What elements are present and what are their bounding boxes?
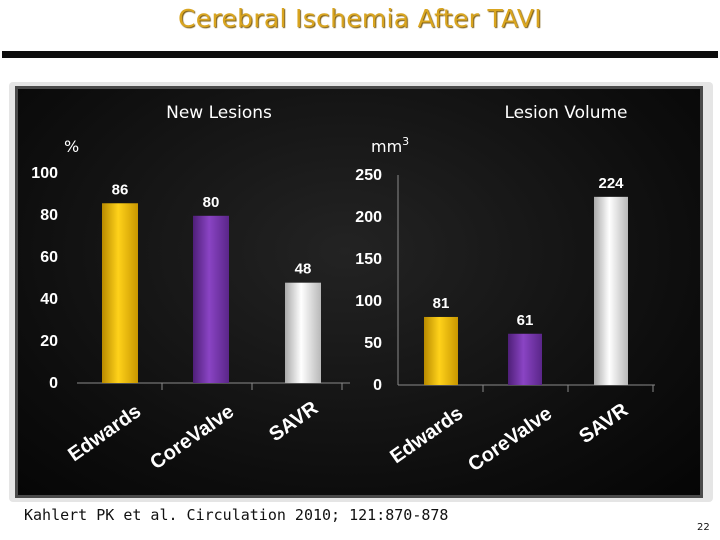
- title-divider: [2, 51, 718, 58]
- bar-value-label: 80: [203, 194, 220, 211]
- y-tick-label: 0: [49, 375, 58, 392]
- bar-edwards: [424, 316, 458, 385]
- y-tick-label: 50: [364, 335, 382, 352]
- bar-value-label: 81: [433, 295, 450, 312]
- footer-citation: Kahlert PK et al. Circulation 2010; 121:…: [24, 506, 449, 524]
- unit-label-percent: %: [64, 137, 79, 156]
- chart-lesion-volume: Lesion Volume mm3 250 200 150 100 50 0 8…: [355, 103, 655, 476]
- unit-base: mm: [371, 137, 402, 156]
- y-tick-label: 100: [355, 293, 382, 310]
- chart-title-new-lesions: New Lesions: [166, 103, 272, 123]
- y-tick-label: 200: [355, 209, 382, 226]
- bar-value-label: 86: [112, 181, 129, 198]
- bar-value-label: 224: [598, 175, 624, 192]
- y-tick-label: 80: [40, 207, 58, 224]
- unit-superscript: 3: [402, 135, 409, 148]
- unit-label-mm3: mm3: [371, 135, 409, 156]
- y-tick-label: 60: [40, 249, 58, 266]
- y-tick-label: 20: [40, 333, 58, 350]
- category-label-savr: SAVR: [575, 399, 632, 448]
- category-label-edwards: Edwards: [64, 400, 145, 466]
- page-number: 22: [697, 522, 710, 533]
- category-label-corevalve: CoreValve: [464, 403, 556, 477]
- category-label-edwards: Edwards: [386, 402, 467, 468]
- y-tick-label: 100: [31, 165, 58, 182]
- y-tick-label: 40: [40, 291, 58, 308]
- category-label-corevalve: CoreValve: [146, 401, 238, 475]
- chart-title-lesion-volume: Lesion Volume: [504, 103, 627, 123]
- bar-savr: [285, 282, 321, 383]
- bar-corevalve: [193, 215, 229, 383]
- category-label-savr: SAVR: [265, 397, 322, 446]
- slide-title: Cerebral Ischemia After TAVI: [178, 4, 542, 33]
- y-tick-label: 150: [355, 251, 382, 268]
- y-tick-label: 0: [373, 377, 382, 394]
- bar-value-label: 48: [295, 261, 312, 278]
- bar-value-label: 61: [517, 312, 534, 329]
- bar-savr: [594, 196, 628, 385]
- bar-edwards: [102, 203, 138, 383]
- bar-corevalve: [508, 333, 542, 385]
- y-tick-label: 250: [355, 167, 382, 184]
- chart-new-lesions: New Lesions % 100 80 60 40 20 0 86 80 48…: [31, 103, 350, 474]
